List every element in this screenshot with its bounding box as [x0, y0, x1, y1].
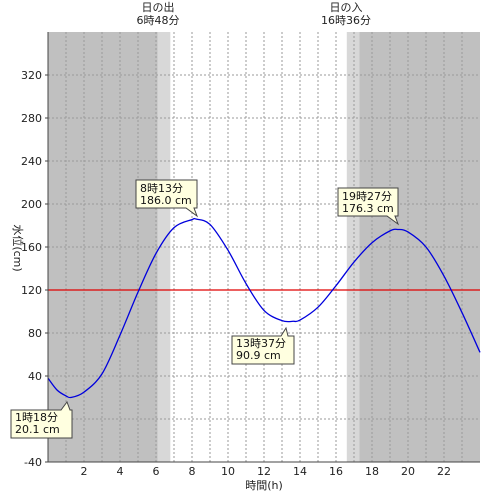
callout-level: 90.9 cm: [236, 349, 281, 362]
callout-level: 20.1 cm: [15, 423, 60, 436]
y-tick-label: 200: [21, 198, 42, 211]
y-tick-label: 280: [21, 112, 42, 125]
x-tick-label: 4: [117, 465, 124, 478]
grid: [48, 32, 480, 462]
callout-low-2: 13時37分 90.9 cm: [231, 326, 295, 365]
day-night-background: [48, 32, 480, 462]
sunset-time: 16時36分: [321, 14, 371, 27]
x-tick-label: 6: [153, 465, 160, 478]
night-band: [359, 32, 480, 462]
callout-high-1: 8時13分 186.0 cm: [135, 179, 199, 218]
x-tick-label: 12: [257, 465, 271, 478]
y-tick-label: 80: [28, 327, 42, 340]
callout-level: 186.0 cm: [140, 194, 192, 207]
tide-level-line: [47, 217, 481, 399]
sunset-label: 日の入: [330, 1, 363, 14]
callout-high-2: 19時27分 176.3 cm: [337, 187, 400, 226]
callout-time: 19時27分: [342, 190, 392, 203]
x-tick-label: 10: [221, 465, 235, 478]
night-band: [48, 32, 158, 462]
y-axis-title: 水位(cm): [11, 224, 25, 271]
x-tick-label: 18: [365, 465, 379, 478]
x-tick-label: 22: [437, 465, 451, 478]
y-tick-label: -40: [24, 456, 42, 469]
x-axis-title: 時間(h): [245, 479, 283, 492]
x-tick-label: 14: [293, 465, 307, 478]
y-tick-label: 120: [21, 284, 42, 297]
y-tick-label: 320: [21, 69, 42, 82]
callout-time: 1時18分: [15, 411, 58, 424]
y-tick-label: 160: [21, 241, 42, 254]
x-tick-label: 20: [401, 465, 415, 478]
callout-time: 8時13分: [140, 182, 183, 195]
callout-box: [135, 179, 199, 218]
callout-level: 176.3 cm: [342, 202, 394, 215]
x-tick-label: 2: [81, 465, 88, 478]
callout-box: [337, 187, 400, 226]
x-tick-label: 8: [189, 465, 196, 478]
series-layer: [47, 217, 481, 399]
tick-labels: -400408012016020024028032024681012141618…: [21, 69, 451, 478]
callout-box: [10, 400, 73, 439]
y-tick-label: 40: [28, 370, 42, 383]
sunrise-time: 6時48分: [137, 14, 180, 27]
x-tick-label: 16: [329, 465, 343, 478]
callouts: 8時13分 186.0 cm 13時37分 90.9 cm 19時27分 176…: [10, 179, 400, 439]
sunrise-label: 日の出: [142, 0, 175, 14]
callout-time: 13時37分: [236, 337, 286, 350]
y-tick-label: 240: [21, 155, 42, 168]
callout-box: [231, 326, 295, 365]
callout-low-1: 1時18分 20.1 cm: [10, 400, 73, 439]
